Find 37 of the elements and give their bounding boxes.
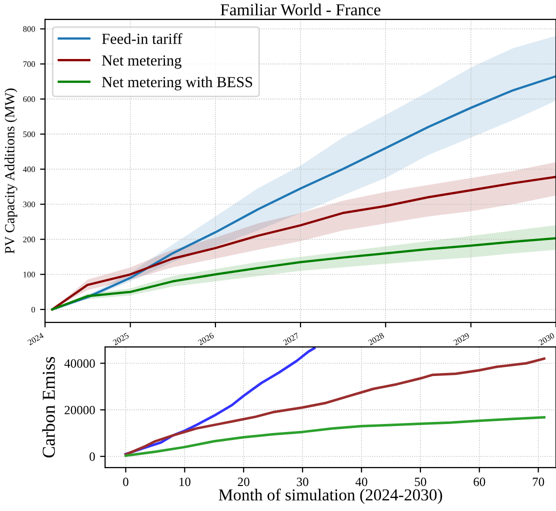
legend-label: Feed-in tariff	[102, 33, 182, 44]
x-tick-label: 60	[474, 478, 486, 486]
x-tick-label: 2029	[453, 332, 470, 346]
y-tick-label: 700	[23, 61, 35, 67]
x-axis-title: Month of simulation (2024-2030)	[218, 488, 442, 504]
y-tick-label: 600	[23, 96, 35, 102]
x-tick-label: 2025	[112, 332, 130, 346]
y-tick-label: 200	[23, 236, 35, 242]
y-tick-label: 300	[23, 202, 35, 208]
x-tick-label: 2024	[27, 332, 44, 346]
legend-label: Net metering	[102, 55, 182, 69]
y-tick-label: 400	[22, 166, 35, 172]
y-tick-label: 800	[23, 26, 35, 32]
x-tick-label: 30	[296, 478, 308, 486]
y-axis-title: Carbon Emiss	[42, 357, 55, 458]
line-series	[124, 416, 546, 457]
x-tick-label: 2028	[368, 332, 384, 346]
x-tick-label: 40	[355, 478, 368, 486]
x-tick-label: 2027	[282, 332, 300, 346]
y-tick-label: 0	[31, 306, 35, 312]
line-series	[124, 357, 546, 456]
x-tick-label: 20	[238, 478, 250, 486]
legend-label: Net metering with BESS	[102, 76, 252, 90]
x-tick-label: 0	[123, 478, 128, 486]
x-tick-label: 70	[532, 478, 544, 486]
x-tick-label: 2030	[538, 332, 555, 346]
y-axis-title: PV Capacity Additions (MW)	[4, 88, 18, 254]
line-series	[51, 237, 556, 311]
y-tick-label: 20000	[64, 406, 95, 414]
y-tick-label: 0	[90, 452, 95, 461]
x-tick-label: 2026	[198, 332, 214, 346]
y-tick-label: 500	[23, 131, 35, 138]
x-tick-label: 10	[180, 478, 190, 486]
x-tick-label: 50	[414, 478, 426, 486]
y-tick-label: 40000	[64, 359, 95, 368]
chart-title: Familiar World - France	[220, 4, 380, 16]
y-tick-label: 100	[24, 272, 35, 278]
